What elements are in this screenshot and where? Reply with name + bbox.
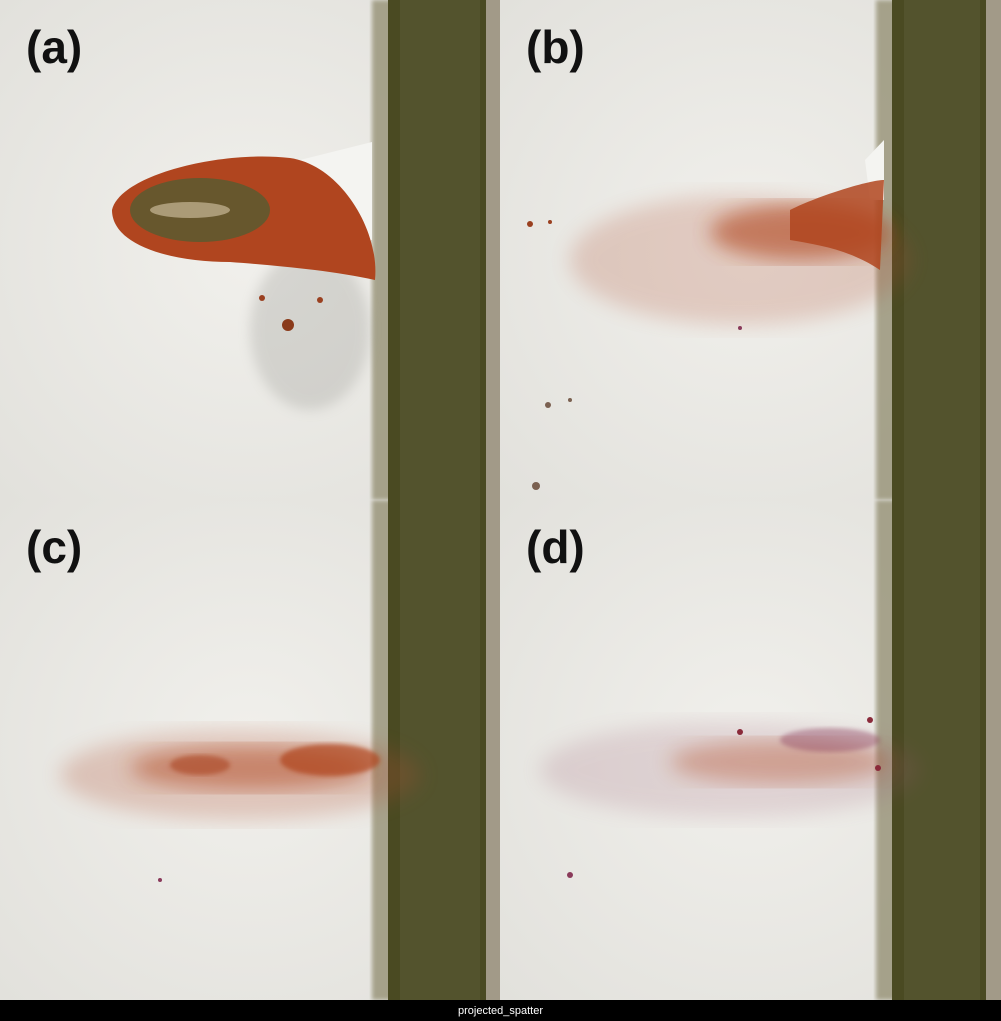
panel-label-b: (b) <box>526 21 585 73</box>
panel-label-d: (d) <box>526 521 585 573</box>
panel-b: (b) <box>500 0 1001 500</box>
panel-label-a: (a) <box>26 21 83 73</box>
panel-c: (c) <box>0 500 500 1000</box>
panel-c-photo <box>0 500 500 1000</box>
panel-label-c: (c) <box>26 521 83 573</box>
photo-grid: (a) <box>0 0 1001 1000</box>
panel-b-photo <box>500 0 1001 500</box>
caption-text: projected_spatter <box>458 1004 543 1017</box>
panel-d: (d) <box>500 500 1001 1000</box>
panel-d-photo <box>500 500 1001 1000</box>
panel-a-photo <box>0 0 500 500</box>
caption-bar: projected_spatter <box>0 1000 1001 1021</box>
panel-a: (a) <box>0 0 500 500</box>
